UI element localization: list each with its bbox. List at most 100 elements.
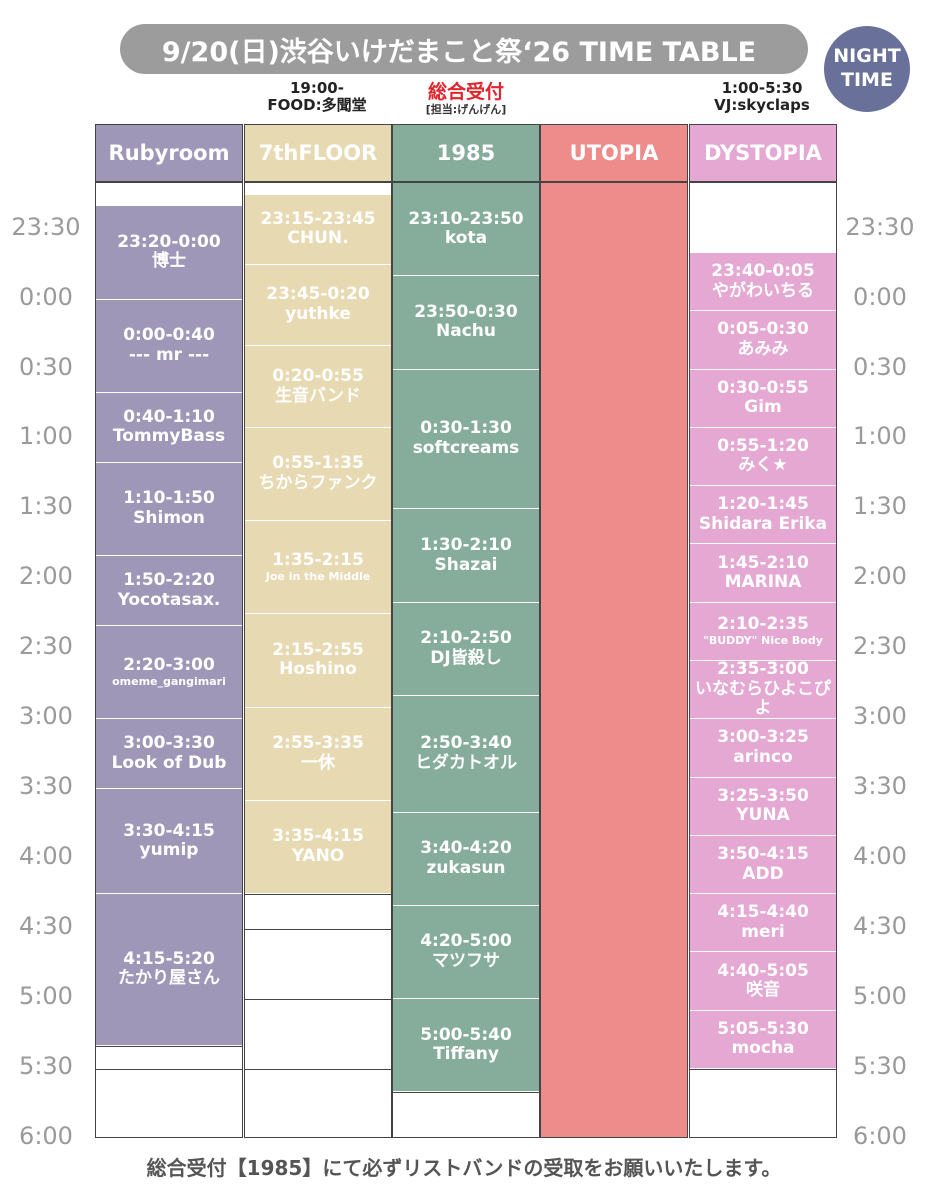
slot-artist: omeme_gangimari <box>112 674 226 688</box>
slot-artist: Yocotasax. <box>117 589 221 610</box>
column-dystopia: DYSTOPIA 23:40-0:05 やがわいちる 0:05-0:30 あみみ 0:30… <box>689 124 837 1138</box>
performance-slot: 1:45-2:10 MARINA <box>690 544 836 603</box>
performance-slot: 0:05-0:30 あみみ <box>690 311 836 370</box>
slot-artist: あみみ <box>737 338 789 359</box>
slot-time: 3:25-3:50 <box>717 785 809 806</box>
slot-time: 0:55-1:35 <box>272 453 364 474</box>
slot-time: 0:00-0:40 <box>123 325 215 346</box>
performance-slot: 2:10-2:35 "BUDDY" Nice Body <box>690 602 836 661</box>
column-header: 7thFLOOR <box>245 125 391 183</box>
time-label: 4:30 <box>19 912 73 941</box>
badge-line-1: NIGHT <box>833 45 901 68</box>
food-time: 19:00- <box>290 79 344 97</box>
slot-time: 23:50-0:30 <box>414 301 518 322</box>
column-header: 1985 <box>393 125 539 183</box>
performance-slot: 23:45-0:20 yuthke <box>245 264 391 347</box>
slot-time: 0:30-1:30 <box>420 418 512 439</box>
performance-slot: 3:50-4:15 ADD <box>690 835 836 895</box>
time-label: 3:30 <box>853 772 907 801</box>
badge-line-2: TIME <box>841 69 893 91</box>
grid-line <box>245 1069 391 1071</box>
slot-time: 2:10-2:35 <box>717 614 809 635</box>
slot-time: 4:15-5:20 <box>123 948 215 969</box>
grid-line <box>393 1092 539 1094</box>
food-vendor: FOOD:多聞堂 <box>267 96 367 115</box>
time-label: 6:00 <box>853 1122 907 1150</box>
performance-slot: 2:10-2:50 DJ皆殺し <box>393 602 539 696</box>
performance-slot: 1:20-1:45 Shidara Erika <box>690 486 836 545</box>
reception-staff: [担当:げんげん] <box>425 102 507 116</box>
slot-artist: 生音バンド <box>275 385 361 406</box>
grid-line <box>245 894 391 896</box>
food-note: 19:00- FOOD:多聞堂 <box>244 79 390 115</box>
performance-slot: 5:00-5:40 Tiffany <box>393 999 539 1093</box>
slot-artist: みく★ <box>738 455 788 476</box>
time-label: 2:00 <box>853 562 907 591</box>
slot-artist: arinco <box>733 746 793 767</box>
slot-time: 2:15-2:55 <box>272 639 364 660</box>
night-time-badge: NIGHT TIME <box>824 26 910 112</box>
performance-slot: 0:00-0:40 --- mr --- <box>96 299 242 393</box>
slot-time: 1:10-1:50 <box>123 488 215 509</box>
time-label: 5:30 <box>19 1052 73 1081</box>
slot-time: 23:10-23:50 <box>408 208 524 229</box>
time-label: 3:00 <box>19 702 73 731</box>
grid-line <box>245 929 391 931</box>
slot-time: 23:45-0:20 <box>266 284 370 305</box>
performance-slot: 3:25-3:50 YUNA <box>690 777 836 836</box>
slot-artist: 一休 <box>301 752 335 773</box>
slot-artist: yuthke <box>285 303 351 324</box>
performance-slot: 0:40-1:10 TommyBass <box>96 392 242 463</box>
slot-time: 1:20-1:45 <box>717 494 809 515</box>
slot-artist: たかり屋さん <box>118 968 220 989</box>
performance-slot: 1:30-2:10 Shazai <box>393 509 539 603</box>
footer-notice: 総合受付【1985】にて必ずリストバンドの受取をお願いいたします。 <box>146 1156 782 1180</box>
time-label: 0:00 <box>853 282 907 311</box>
slot-time: 0:55-1:20 <box>717 435 809 456</box>
slot-time: 3:00-3:30 <box>123 733 215 754</box>
slot-artist: ADD <box>742 863 784 884</box>
slot-artist: やがわいちる <box>712 280 814 301</box>
performance-slot: 3:30-4:15 yumip <box>96 789 242 895</box>
slot-time: 0:30-0:55 <box>717 377 809 398</box>
performance-slot: 1:50-2:20 Yocotasax. <box>96 556 242 626</box>
column-1985: 1985 23:10-23:50 kota 23:50-0:30 Nachu 0:30-1… <box>392 124 540 1138</box>
slot-artist: YUNA <box>736 805 790 826</box>
vj-note: 1:00-5:30 VJ:skyclaps <box>688 79 836 115</box>
slot-artist: Shidara Erika <box>698 513 828 534</box>
time-label: 4:00 <box>19 842 73 871</box>
reception-note: 総合受付 [担当:げんげん] <box>392 81 540 116</box>
time-label: 0:00 <box>19 282 73 311</box>
slot-artist: Joe in the Middle <box>265 569 371 583</box>
page-title: 9/20(日)渋谷いけだまこと祭‘26 TIME TABLE <box>120 24 808 74</box>
performance-slot: 3:35-4:15 YANO <box>245 800 391 895</box>
time-label: 1:30 <box>19 492 73 521</box>
time-label: 4:30 <box>853 912 907 941</box>
slot-artist: Shazai <box>434 554 498 575</box>
performance-slot: 0:55-1:35 ちからファンク <box>245 427 391 522</box>
performance-slot: 2:15-2:55 Hoshino <box>245 614 391 708</box>
time-label: 1:00 <box>19 422 73 451</box>
slot-time: 5:00-5:40 <box>420 1024 512 1045</box>
column-rubyroom: Rubyroom 23:20-0:00 博士 0:00-0:40 --- mr --- 0… <box>95 124 243 1138</box>
slot-time: 2:20-3:00 <box>123 655 215 676</box>
time-label: 1:30 <box>853 492 907 521</box>
slot-time: 0:05-0:30 <box>717 319 809 340</box>
column-header: DYSTOPIA <box>690 125 836 183</box>
slot-artist: いなむらひよこぴよ <box>695 678 831 719</box>
slot-artist: ヒダカトオル <box>415 752 517 773</box>
performance-slot: 0:30-1:30 softcreams <box>393 369 539 510</box>
performance-slot: 1:35-2:15 Joe in the Middle <box>245 521 391 615</box>
grid-line <box>690 1069 836 1071</box>
slot-artist: YANO <box>291 846 345 867</box>
performance-slot: 23:15-23:45 CHUN. <box>245 194 391 265</box>
performance-slot: 2:50-3:40 ヒダカトオル <box>393 695 539 813</box>
slot-time: 3:30-4:15 <box>123 820 215 841</box>
slot-artist: Hoshino <box>279 659 357 680</box>
time-label: 23:30 <box>11 212 81 241</box>
slot-time: 5:05-5:30 <box>717 1018 809 1039</box>
slot-artist: --- mr --- <box>128 344 210 365</box>
performance-slot: 0:30-0:55 Gim <box>690 369 836 428</box>
performance-slot: 0:20-0:55 生音バンド <box>245 346 391 428</box>
slot-time: 0:20-0:55 <box>272 365 364 386</box>
